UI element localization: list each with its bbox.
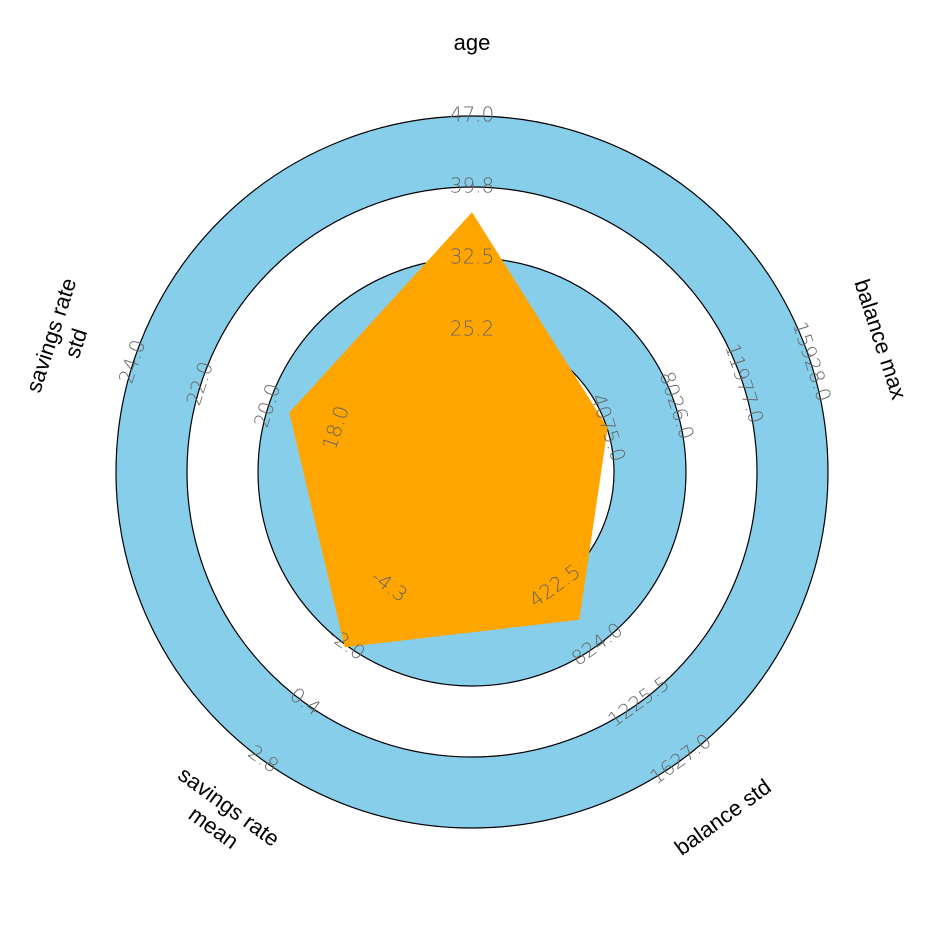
radar-series-polygon-0 [289,212,608,648]
axis-label: savings ratestd [21,275,106,404]
axis-label: savings ratemean [158,761,284,872]
axis-label: balance std [670,774,776,860]
tick-label: 39.8 [450,174,495,198]
tick-label: 25.2 [450,317,495,341]
tick-label: 32.5 [450,245,495,269]
axis-label: age [454,30,491,55]
radar-series [289,212,608,648]
tick-label: 47.0 [450,103,495,127]
axis-label: balance max [850,276,912,402]
